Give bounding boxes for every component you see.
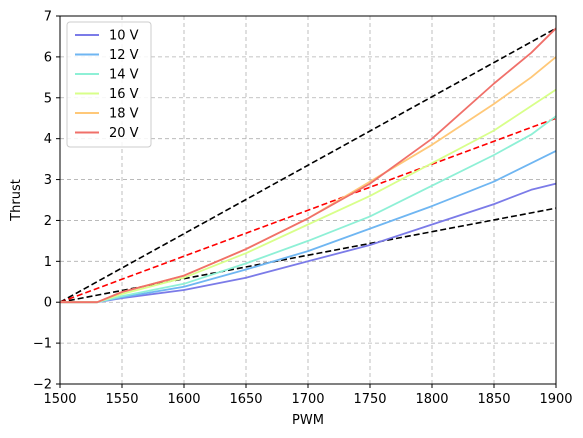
x-tick-label: 1900 — [539, 392, 572, 407]
y-tick-label: −1 — [33, 337, 52, 352]
reference-line-1 — [59, 117, 557, 303]
legend-label: 10 V — [109, 29, 139, 44]
x-tick-label: 1700 — [291, 392, 324, 407]
legend-label: 16 V — [109, 87, 139, 102]
x-tick-label: 1600 — [167, 392, 200, 407]
x-tick-label: 1650 — [229, 392, 262, 407]
reference-line-0 — [59, 27, 557, 303]
legend-label: 18 V — [109, 107, 139, 122]
y-tick-label: 0 — [44, 296, 52, 311]
y-tick-label: −2 — [33, 378, 52, 393]
y-tick-label: 4 — [44, 132, 52, 147]
axis-ticks: 1500 1550 1600 1650 1700 1750 1800 1850 1900−2−1… — [33, 10, 573, 408]
series-line-2 — [60, 115, 557, 304]
y-tick-label: 2 — [44, 214, 52, 229]
legend-box — [66, 21, 152, 148]
legend-label: 14 V — [109, 68, 139, 83]
y-tick-label: 6 — [44, 50, 52, 65]
y-tick-label: 5 — [44, 91, 52, 106]
series-line-5 — [60, 27, 557, 304]
legend: 10 V 12 V 14 V 16 V 18 V 20 V — [66, 21, 152, 148]
y-tick-label: 7 — [44, 10, 52, 25]
x-tick-label: 1850 — [477, 392, 510, 407]
legend-label: 12 V — [109, 48, 139, 63]
series-line-3 — [60, 88, 557, 304]
x-tick-label: 1500 — [43, 392, 76, 407]
x-tick-label: 1800 — [415, 392, 448, 407]
legend-label: 20 V — [109, 126, 139, 141]
x-tick-label: 1550 — [105, 392, 138, 407]
y-tick-label: 1 — [44, 255, 52, 270]
x-axis-label: PWM — [292, 413, 324, 428]
y-tick-label: 3 — [44, 173, 52, 188]
x-tick-label: 1750 — [353, 392, 386, 407]
series-lines — [60, 27, 557, 304]
y-axis-label: Thrust — [9, 179, 24, 222]
